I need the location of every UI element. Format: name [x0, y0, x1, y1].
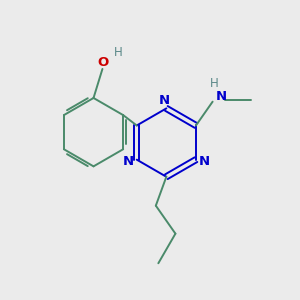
Text: N: N: [215, 90, 226, 103]
Text: N: N: [199, 154, 210, 168]
Text: O: O: [98, 56, 109, 69]
Text: H: H: [210, 77, 218, 90]
Text: N: N: [123, 154, 134, 168]
Text: H: H: [113, 46, 122, 59]
Text: N: N: [158, 94, 169, 106]
